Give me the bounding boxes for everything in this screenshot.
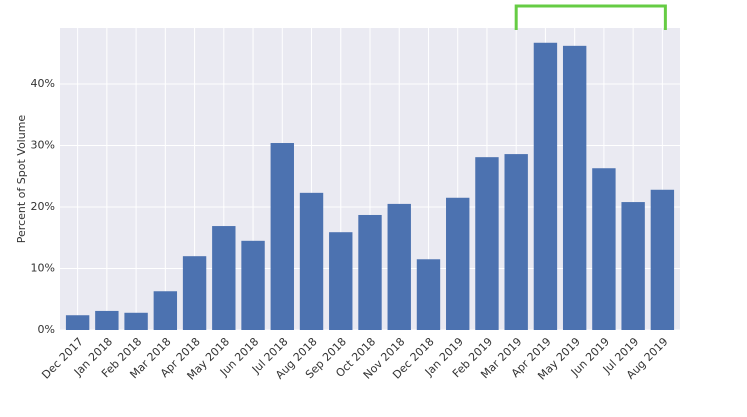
y-axis-label: Percent of Spot Volume (15, 115, 28, 244)
bar (212, 226, 236, 330)
y-tick-label: 10% (31, 261, 55, 274)
bar (65, 315, 90, 330)
y-tick-label: 30% (31, 138, 55, 151)
bar (650, 189, 675, 330)
bar (358, 214, 382, 330)
bar (504, 154, 528, 330)
bar (124, 312, 148, 330)
bar (562, 45, 587, 330)
bar (416, 259, 441, 330)
bar (329, 232, 353, 330)
y-tick-label: 20% (31, 200, 55, 213)
bar (446, 197, 470, 330)
bar (95, 310, 119, 330)
bar (153, 291, 178, 330)
bar (241, 240, 265, 330)
bar (621, 202, 645, 330)
y-tick-label: 0% (38, 323, 55, 336)
bar (270, 143, 294, 330)
bar (387, 203, 411, 330)
bar (475, 157, 499, 330)
highlight-bracket (514, 4, 667, 30)
bar (533, 42, 558, 330)
y-tick-label: 40% (31, 77, 55, 90)
bar (182, 256, 207, 330)
bar (299, 192, 324, 330)
bar (592, 168, 616, 330)
